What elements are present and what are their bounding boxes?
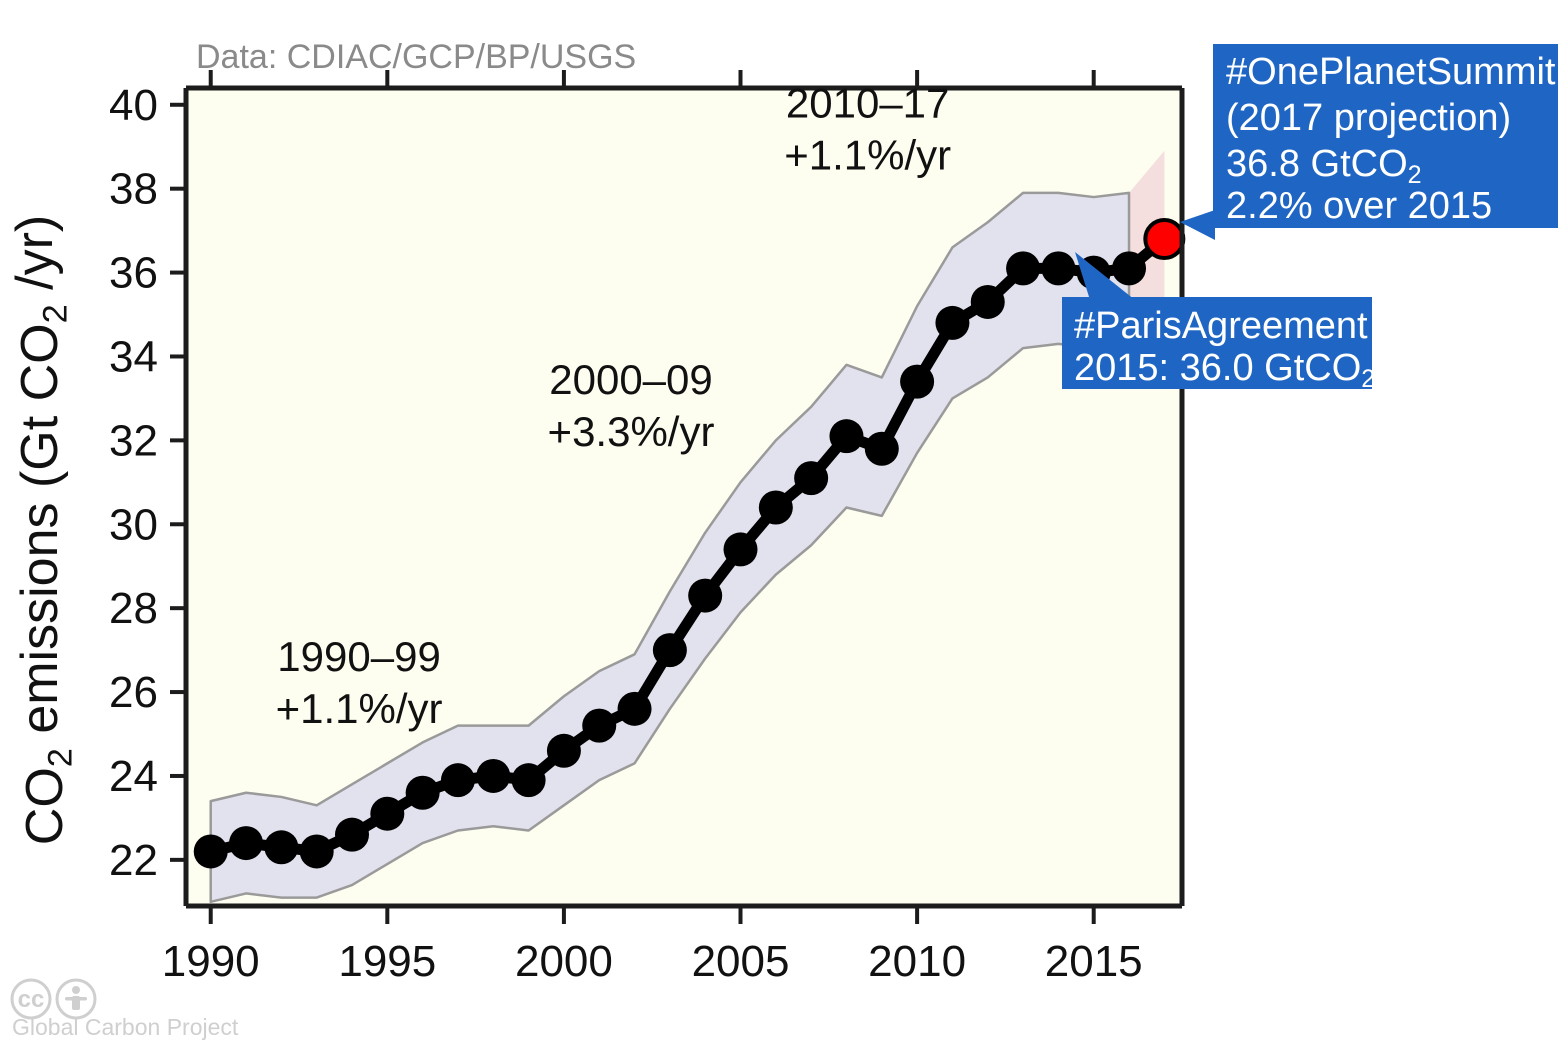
x-tick-label-2005: 2005 xyxy=(692,937,790,986)
attribution-person-head xyxy=(72,986,80,994)
attribution-person-arms xyxy=(65,997,87,1001)
y-tick-label-30: 30 xyxy=(109,500,158,549)
data-point-1997[interactable] xyxy=(440,763,475,798)
data-point-1991[interactable] xyxy=(229,826,264,861)
data-point-2014[interactable] xyxy=(1041,251,1076,286)
projection-point[interactable] xyxy=(1143,218,1186,261)
y-tick-label-36: 36 xyxy=(109,249,158,298)
growth-2000-09-rate: +3.3%/yr xyxy=(548,408,715,455)
data-point-2002[interactable] xyxy=(617,691,652,726)
data-point-2007[interactable] xyxy=(794,461,829,496)
callout-paris-agreement[interactable] xyxy=(1062,297,1372,389)
cc-glyph-label: cc xyxy=(18,986,45,1013)
x-tick-label-2000: 2000 xyxy=(515,937,613,986)
y-tick-label-34: 34 xyxy=(109,332,158,381)
callout-paris-line1: #ParisAgreement xyxy=(1074,305,1368,347)
data-point-2006[interactable] xyxy=(758,490,793,525)
y-tick-label-26: 26 xyxy=(109,668,158,717)
data-point-1994[interactable] xyxy=(335,817,369,852)
growth-2010-17-rate: +1.1%/yr xyxy=(784,131,951,178)
growth-2010-17-period: 2010–17 xyxy=(786,79,950,126)
data-point-1995[interactable] xyxy=(370,796,405,831)
x-tick-label-1990: 1990 xyxy=(162,937,260,986)
growth-2000-09-period: 2000–09 xyxy=(549,356,713,403)
callout-paris-line2: 2015: 36.0 GtCO2 xyxy=(1074,347,1375,393)
callout-one-planet-summit[interactable] xyxy=(1213,44,1558,228)
callout-ops-line2: (2017 projection) xyxy=(1226,97,1511,139)
callout-one-planet-summit-pointer xyxy=(1180,210,1215,240)
data-point-2009[interactable] xyxy=(864,431,899,466)
y-tick-label-38: 38 xyxy=(109,165,158,214)
data-point-2003[interactable] xyxy=(652,633,687,668)
data-point-2004[interactable] xyxy=(688,578,723,613)
data-point-1992[interactable] xyxy=(264,830,299,865)
creative-commons-icon xyxy=(10,978,52,1020)
data-point-1996[interactable] xyxy=(405,775,440,810)
data-point-2000[interactable] xyxy=(546,733,581,768)
credit-label: Global Carbon Project xyxy=(12,1014,239,1040)
x-tick-label-1995: 1995 xyxy=(338,937,436,986)
callout-ops-line3: 36.8 GtCO2 xyxy=(1226,143,1422,189)
data-point-1993[interactable] xyxy=(299,834,334,869)
y-tick-label-22: 22 xyxy=(109,836,158,885)
x-tick-label-2015: 2015 xyxy=(1045,937,1143,986)
x-tick-label-2010: 2010 xyxy=(868,937,966,986)
y-axis-label: CO2 emissions (Gt CO2 /yr) xyxy=(6,215,80,845)
data-point-2013[interactable] xyxy=(1006,251,1041,286)
y-tick-label-24: 24 xyxy=(109,752,158,801)
y-tick-label-32: 32 xyxy=(109,416,158,465)
growth-1990-99-period: 1990–99 xyxy=(277,633,441,680)
callout-paris-agreement-pointer xyxy=(1075,252,1135,300)
growth-1990-99-rate: +1.1%/yr xyxy=(276,685,443,732)
data-point-2016[interactable] xyxy=(1112,251,1147,286)
attribution-person-icon xyxy=(55,978,97,1020)
data-point-2001[interactable] xyxy=(582,708,617,743)
data-point-1999[interactable] xyxy=(511,763,546,798)
data-point-2012[interactable] xyxy=(970,284,1005,319)
data-point-1998[interactable] xyxy=(476,758,511,793)
data-point-1990[interactable] xyxy=(193,834,228,869)
data-point-2010[interactable] xyxy=(900,364,935,399)
callout-ops-line4: 2.2% over 2015 xyxy=(1226,185,1492,227)
data-source-note: Data: CDIAC/GCP/BP/USGS xyxy=(196,38,636,76)
data-point-2005[interactable] xyxy=(723,532,758,567)
callout-ops-line1: #OnePlanetSummit xyxy=(1226,51,1556,93)
y-tick-label-40: 40 xyxy=(109,81,158,130)
y-tick-label-28: 28 xyxy=(109,584,158,633)
data-point-2008[interactable] xyxy=(829,419,864,454)
data-point-2011[interactable] xyxy=(935,305,970,340)
